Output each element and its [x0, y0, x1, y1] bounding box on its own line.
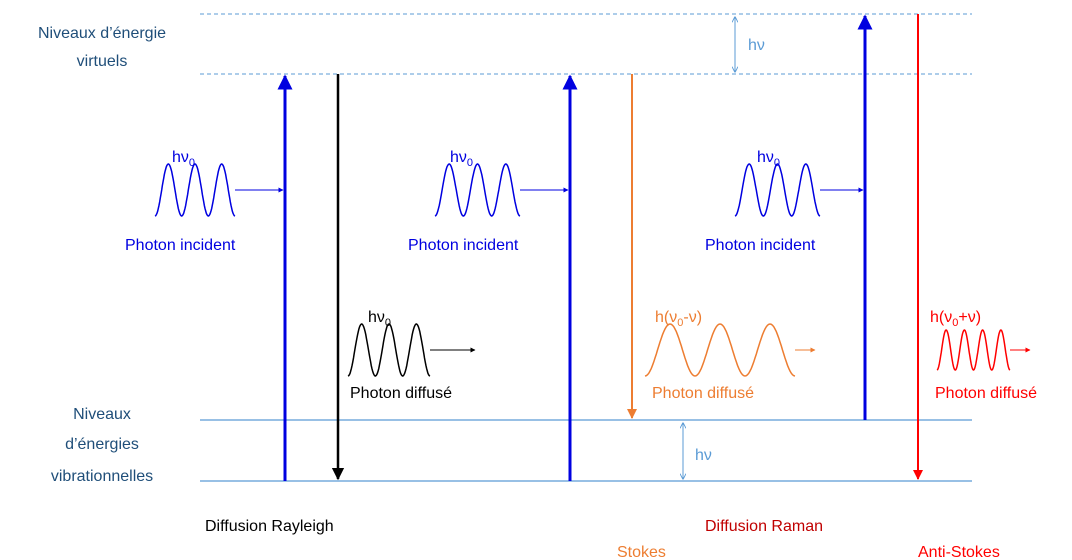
- wave: [347, 323, 431, 377]
- energy-part: hν: [450, 149, 467, 166]
- photon-energy: hν0: [172, 149, 195, 169]
- energy-part: 0: [952, 317, 958, 329]
- caption: Diffusion Rayleigh: [205, 518, 334, 535]
- photon-energy: hν0: [368, 309, 391, 329]
- gap-label: hν: [748, 37, 765, 54]
- wave: [154, 163, 236, 217]
- energy-part: -ν): [683, 309, 702, 326]
- caption: Stokes: [617, 544, 666, 560]
- photon-energy: h(ν0+ν): [930, 309, 981, 329]
- photon-label: Photon diffusé: [652, 385, 754, 402]
- energy-part: hν: [757, 149, 774, 166]
- energy-part: hν: [172, 149, 189, 166]
- energy-part: h(ν: [655, 309, 677, 326]
- energy-part: 0: [774, 157, 780, 169]
- photon-energy: hν0: [757, 149, 780, 169]
- photon: hν0 Photon diffusé: [347, 309, 476, 402]
- caption: Anti-Stokes: [918, 544, 1000, 560]
- energy-part: 0: [677, 317, 683, 329]
- photon: hν0 Photon incident: [408, 149, 569, 254]
- photon: hν0 Photon incident: [125, 149, 284, 254]
- energy-part: 0: [467, 157, 473, 169]
- wave: [734, 163, 821, 217]
- caption: Diffusion Raman: [705, 518, 823, 535]
- level-labels: Niveaux d’énergie virtuels Niveaux d’éne…: [38, 25, 166, 485]
- level-label: virtuels: [77, 53, 128, 70]
- wave: [936, 329, 1011, 371]
- energy-part: +ν): [958, 309, 981, 326]
- photon-label: Photon incident: [408, 237, 519, 254]
- photon-label: Photon incident: [125, 237, 236, 254]
- energy-part: h(ν: [930, 309, 952, 326]
- energy-part: 0: [385, 317, 391, 329]
- wave: [434, 163, 521, 217]
- level-label: Niveaux: [73, 406, 131, 423]
- photon-label: Photon incident: [705, 237, 816, 254]
- photon: h(ν0+ν) Photon diffusé: [930, 309, 1037, 402]
- wave: [644, 323, 796, 377]
- level-label: Niveaux d’énergie: [38, 25, 166, 42]
- level-label: vibrationnelles: [51, 468, 153, 485]
- gap-label: hν: [695, 447, 712, 464]
- photon: hν0 Photon incident: [705, 149, 864, 254]
- photon-energy: hν0: [450, 149, 473, 169]
- energy-part: 0: [189, 157, 195, 169]
- energy-part: hν: [368, 309, 385, 326]
- photon: h(ν0-ν) Photon diffusé: [644, 309, 816, 402]
- photon-energy: h(ν0-ν): [655, 309, 702, 329]
- photon-label: Photon diffusé: [935, 385, 1037, 402]
- photon-label: Photon diffusé: [350, 385, 452, 402]
- level-label: d’énergies: [65, 436, 139, 453]
